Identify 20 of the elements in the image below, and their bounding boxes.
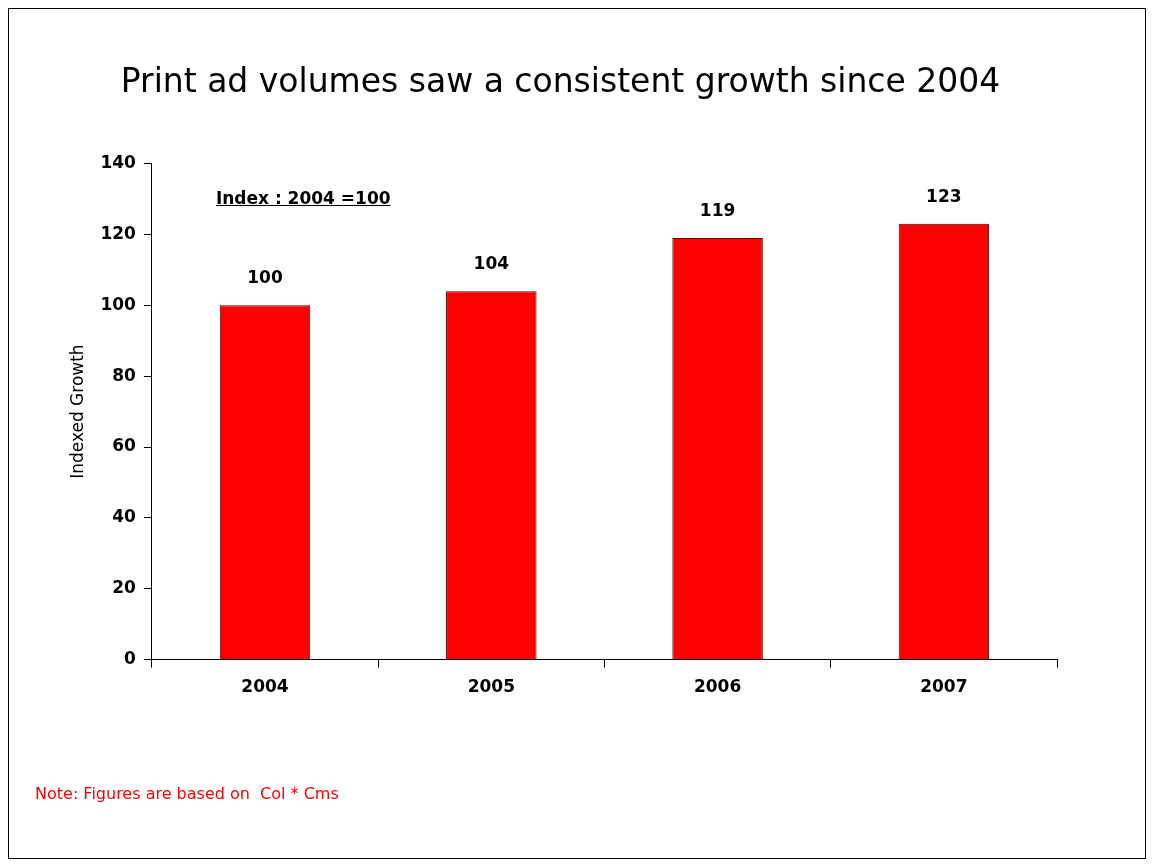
data-label: 100 [247,267,283,288]
annotation: Index : 2004 =100 [215,187,391,208]
text: Note: Figures are based on Col * Cms [35,784,339,803]
y-tick-label: 80 [112,364,137,385]
y-tick-label: 0 [124,648,137,669]
y-tick-label: 20 [112,577,137,598]
x-tick-label: 2006 [693,676,742,697]
y-tick-label: 40 [112,506,137,527]
y-tick-label: 60 [112,435,137,456]
data-label: 123 [926,185,962,206]
y-tick-label: 120 [100,222,137,243]
data-label: 119 [699,199,736,220]
x-tick-label: 2005 [467,676,515,697]
y-axis-title: Indexed Growth [66,344,87,479]
x-tick-label: 2007 [920,676,968,697]
x-tick-label: 2004 [241,676,289,697]
y-tick-label: 100 [100,293,137,314]
y-tick-label: 140 [100,152,137,173]
chart-title: Print ad volumes saw a consistent growth since 2004 [120,61,1001,101]
data-label: 104 [473,253,510,274]
